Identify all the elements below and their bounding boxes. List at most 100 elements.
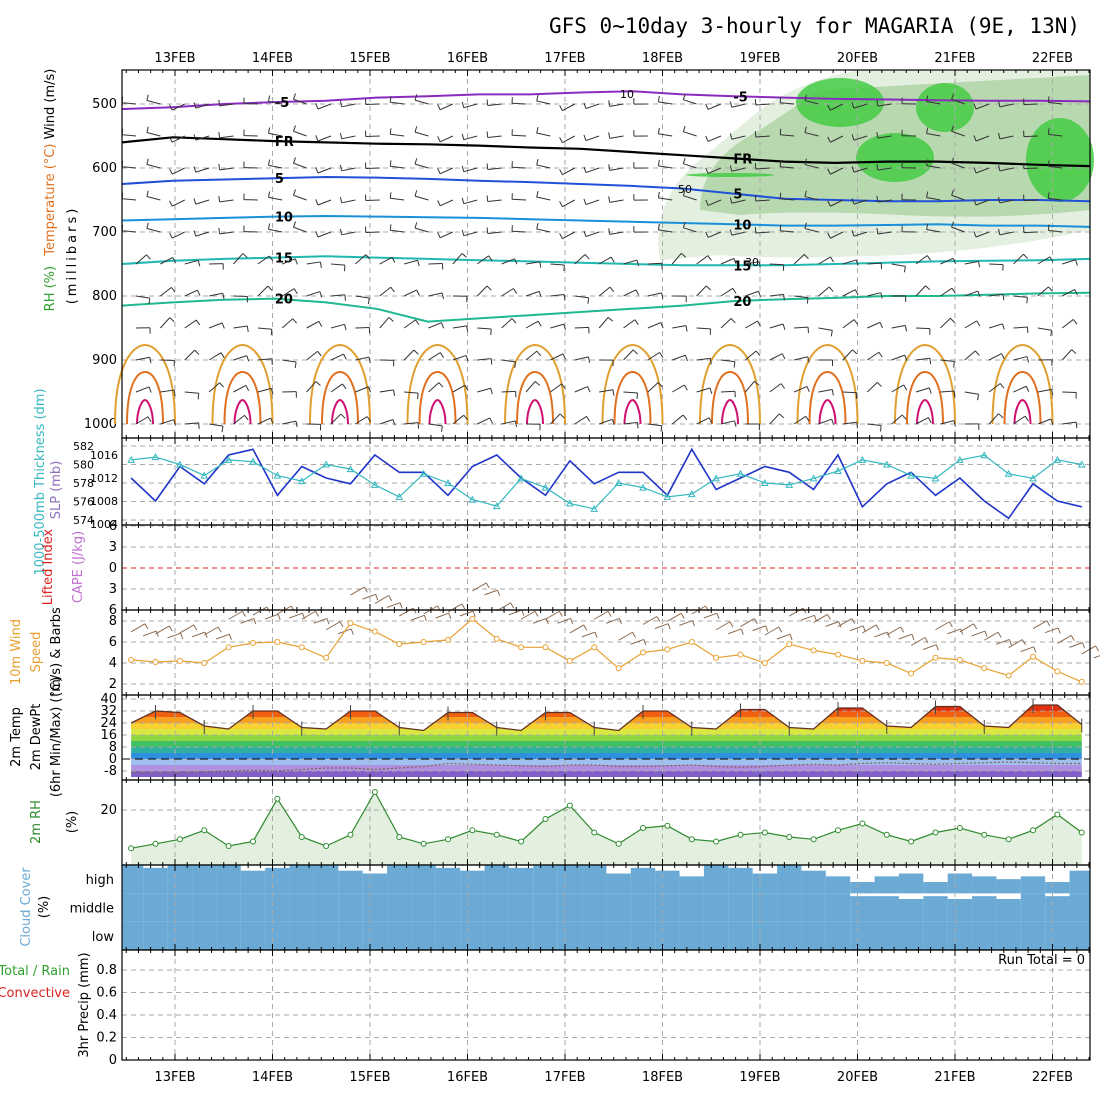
cloud-low-bar (972, 921, 997, 950)
y-tick-label: -8 (104, 764, 117, 779)
upper-wind-barb-feather (441, 425, 443, 432)
wind-speed-point (761, 660, 768, 666)
upper-wind-barb-feather (635, 289, 640, 296)
precip-axis-titles: Total / Rain Convective 3hr Precip (mm) (0, 952, 92, 1057)
rh2m-label: 2m RH (29, 800, 44, 844)
upper-wind-barb-feather (388, 317, 394, 322)
wind-speed-point (201, 660, 208, 666)
upper-wind-barb (818, 418, 832, 425)
li-tick: 6 (109, 603, 117, 618)
cloud-high-bar (240, 870, 266, 894)
upper-wind-barb (720, 420, 735, 425)
upper-wind-barb-feather (903, 266, 906, 273)
temp-contour-25 (894, 343, 956, 425)
upper-wind-barb-feather (194, 349, 200, 355)
upper-wind-barb (818, 389, 833, 393)
upper-wind-barb-feather (851, 134, 855, 141)
upper-wind-barb (341, 231, 356, 236)
upper-wind-barb (525, 350, 538, 361)
upper-wind-barb (477, 327, 492, 330)
upper-wind-barb (964, 320, 978, 329)
upper-wind-barb-feather (926, 159, 929, 166)
rh2m-axis-titles: 2m RH (%) (29, 800, 80, 844)
wind-speed-point (566, 657, 573, 664)
upper-wind-barb-feather (146, 126, 149, 133)
cloud-middle-bar (557, 893, 583, 922)
cloud-high-bar (777, 865, 802, 894)
upper-wind-barb-feather (901, 414, 907, 420)
cloud-low-bar (533, 921, 558, 950)
upper-wind-barb-feather (828, 286, 834, 292)
upper-wind-barb-feather (317, 350, 322, 357)
surface-wind-barb-feather (412, 607, 417, 614)
thickness-marker (273, 471, 282, 479)
upper-wind-barb (926, 132, 941, 137)
surface-wind-barb (1057, 634, 1072, 644)
cloud-high-bar (460, 870, 485, 894)
upper-wind-barb-feather (1051, 389, 1054, 396)
surface-wind-barb (179, 624, 194, 634)
li-tick: 3 (109, 540, 117, 555)
upper-wind-barb-feather (682, 221, 686, 228)
upper-wind-barb (1013, 356, 1028, 361)
upper-wind-barb (926, 196, 941, 201)
thickness-tick: 574 (73, 514, 94, 527)
surface-wind-barb-feather (315, 611, 320, 617)
upper-wind-barb (769, 263, 784, 266)
upper-wind-barb-feather (583, 198, 587, 205)
upper-wind-barb (951, 162, 965, 169)
upper-wind-barb (830, 199, 844, 207)
date-label-bottom: 13FEB (154, 1070, 195, 1085)
cloud-middle-bar (362, 893, 388, 922)
upper-wind-barb (647, 382, 659, 393)
upper-wind-barb-feather (464, 384, 469, 391)
upper-wind-barb-feather (583, 230, 587, 237)
surface-wind-barb-feather (973, 623, 978, 630)
rh-point (786, 834, 793, 840)
cloud-high-bar (122, 865, 144, 894)
upper-wind-barb (818, 286, 830, 297)
upper-wind-barb (1037, 418, 1052, 425)
thickness-marker (297, 477, 306, 485)
upper-axis-titles: RH (%) Temperature (°C) Wind (m/s) (mill… (43, 69, 80, 312)
upper-wind-barb (1048, 165, 1063, 169)
upper-wind-barb (122, 134, 137, 137)
upper-wind-barb (330, 323, 345, 329)
surface-wind-barb-feather (1033, 646, 1037, 653)
upper-wind-barb (745, 261, 760, 265)
surface-wind-barb-feather (680, 613, 685, 619)
cloud-high-bar (338, 870, 363, 894)
upper-wind-barb-feather (998, 413, 1004, 419)
upper-wind-barb (365, 135, 380, 138)
cloud-high-bar (972, 876, 997, 894)
thickness-marker (419, 469, 428, 477)
upper-wind-barb-feather (389, 192, 392, 199)
upper-wind-barb-feather (536, 159, 539, 166)
cloud-low-bar (362, 921, 388, 950)
upper-wind-barb-feather (146, 222, 149, 229)
surface-wind-barb-feather (692, 620, 696, 627)
upper-wind-barb (525, 290, 540, 297)
upper-wind-barb (317, 103, 332, 110)
upper-wind-barb (379, 389, 394, 393)
surface-wind-barb-feather (862, 625, 866, 632)
wind-speed-point (688, 639, 695, 645)
upper-wind-barb (867, 292, 881, 297)
upper-wind-barb (562, 167, 575, 176)
surface-wind-barb (606, 617, 620, 624)
li-tick: 3 (109, 582, 117, 597)
surface-wind-barb-feather (875, 624, 880, 631)
upper-wind-barb (219, 199, 234, 203)
wind-speed-point (518, 644, 525, 651)
thickness-marker (614, 478, 623, 486)
upper-wind-barb (135, 386, 150, 393)
upper-wind-barb (379, 286, 391, 297)
upper-wind-barb (830, 167, 844, 175)
surface-wind-barb-feather (594, 631, 598, 638)
upper-wind-barb-feather (221, 322, 225, 329)
upper-wind-barb-feather (609, 286, 615, 293)
upper-wind-barb (550, 413, 561, 425)
cloud-low-bar (801, 921, 826, 950)
rh-point (908, 838, 915, 845)
